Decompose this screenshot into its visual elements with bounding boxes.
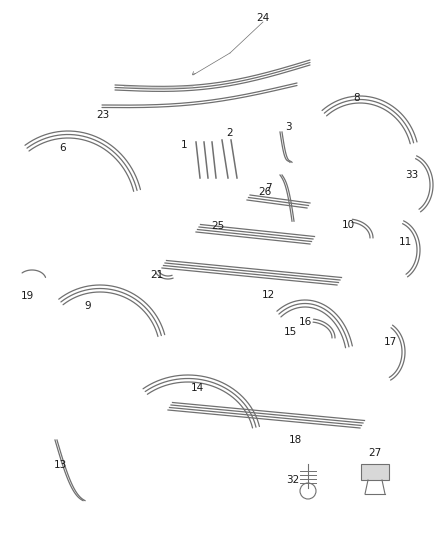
Text: 17: 17 [383,337,397,347]
Text: 14: 14 [191,383,204,393]
Text: 23: 23 [96,110,110,120]
Text: 8: 8 [354,93,360,103]
Text: 27: 27 [368,448,381,458]
FancyBboxPatch shape [361,464,389,480]
Text: 18: 18 [288,435,302,445]
Text: 11: 11 [399,237,412,247]
Text: 2: 2 [227,128,233,138]
Text: 7: 7 [265,183,271,193]
Text: 33: 33 [406,170,419,180]
Text: 6: 6 [60,143,66,153]
Text: 3: 3 [285,122,291,132]
Text: 25: 25 [212,221,225,231]
Text: 13: 13 [53,460,67,470]
Text: 21: 21 [150,270,164,280]
Text: 10: 10 [342,220,355,230]
Text: 15: 15 [283,327,297,337]
Text: 16: 16 [298,317,311,327]
Text: 24: 24 [256,13,270,23]
Text: 1: 1 [181,140,187,150]
Text: 9: 9 [85,301,91,311]
Text: 32: 32 [286,475,300,485]
Text: 12: 12 [261,290,275,300]
Text: 26: 26 [258,187,272,197]
Text: 19: 19 [21,291,34,301]
